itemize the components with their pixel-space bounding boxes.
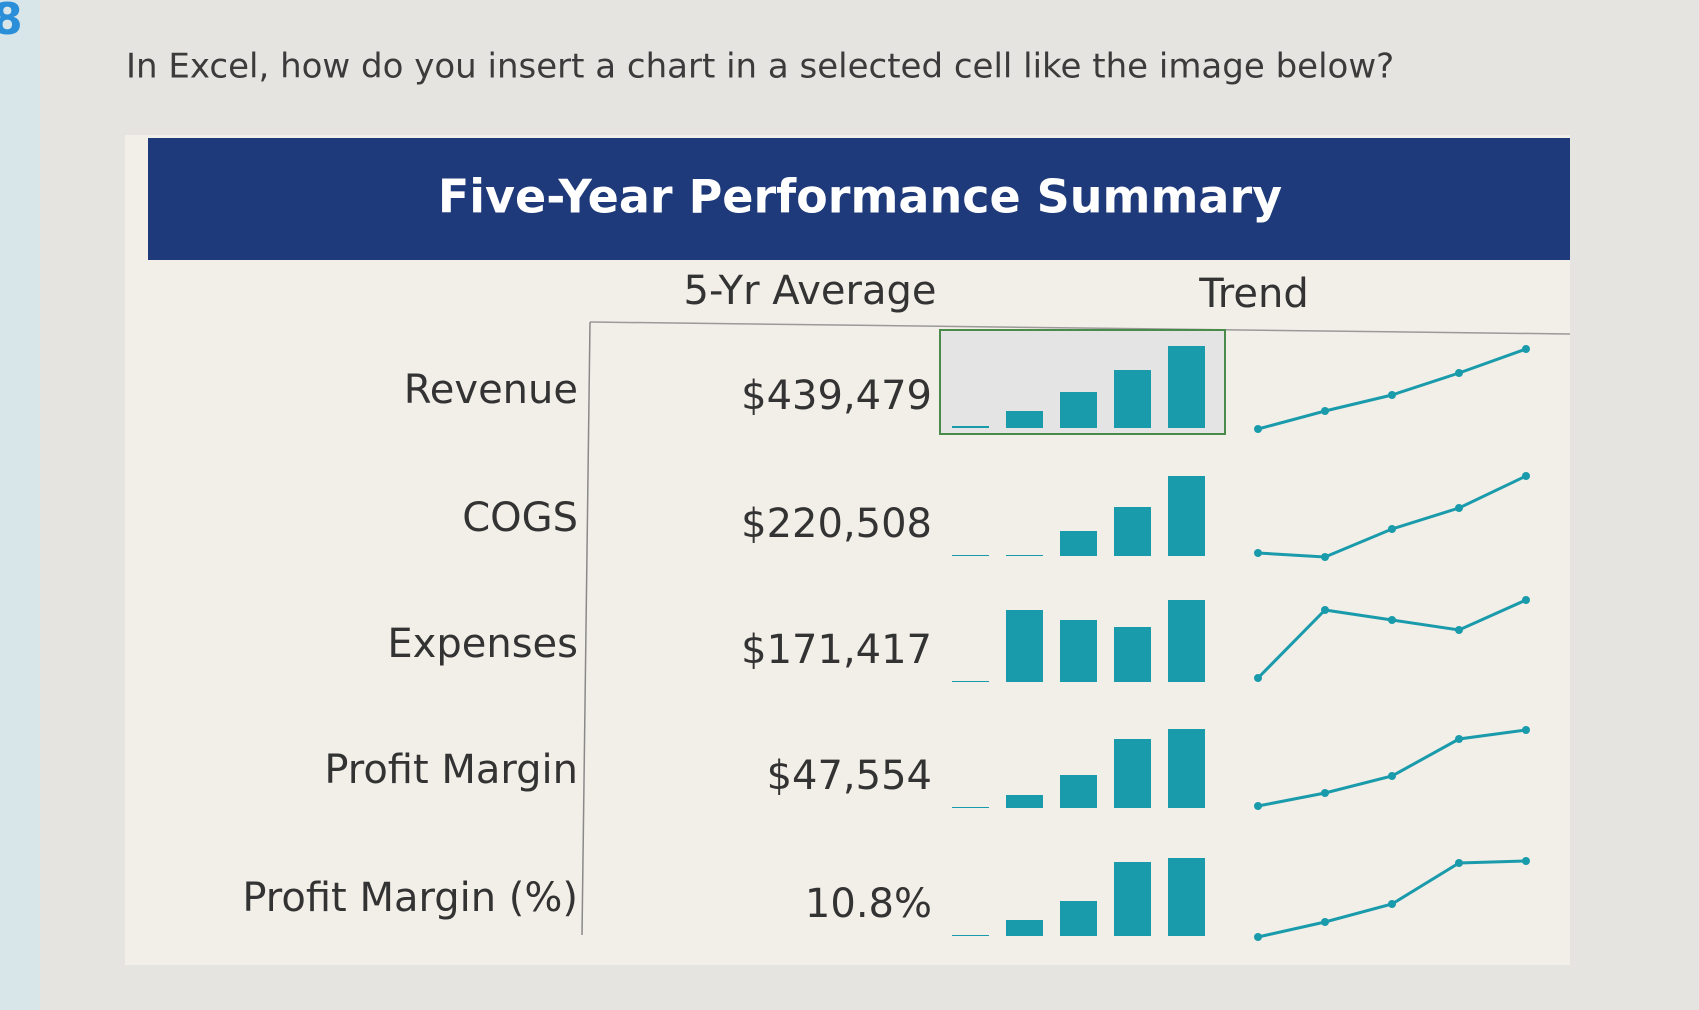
sparkline-point xyxy=(1455,504,1463,512)
average-value: 10.8% xyxy=(805,881,932,927)
header-rule xyxy=(589,321,1571,335)
question-number: 8 xyxy=(0,0,23,45)
sparkline-column xyxy=(1060,775,1097,808)
sparkline-column xyxy=(1006,610,1043,682)
sparkline-point xyxy=(1455,735,1463,743)
sparkline-column xyxy=(1168,346,1205,428)
sparkline-column xyxy=(1006,411,1043,428)
table-area xyxy=(125,135,1570,965)
sparkline-point xyxy=(1522,726,1530,734)
column-header: Trend xyxy=(1198,271,1308,317)
sparkline-point xyxy=(1522,472,1530,480)
sparkline-column xyxy=(1114,627,1151,682)
sparkline-column xyxy=(1168,729,1205,808)
sparkline-point xyxy=(1254,425,1262,433)
table-title: Five-Year Performance Summary xyxy=(438,170,1282,224)
row-label: Revenue xyxy=(404,367,578,413)
sparkline-point xyxy=(1455,859,1463,867)
sparkline-column xyxy=(952,681,989,682)
sparkline-column xyxy=(1114,862,1151,936)
row-label: Expenses xyxy=(387,621,578,667)
sparkline-column xyxy=(1060,620,1097,682)
row-label: Profit Margin xyxy=(324,747,578,793)
average-value: $220,508 xyxy=(741,501,932,547)
sparkline-column xyxy=(1006,920,1043,936)
sparkline-column xyxy=(1114,507,1151,556)
sparkline-point xyxy=(1455,369,1463,377)
sparkline-column xyxy=(1168,858,1205,936)
sparkline-column xyxy=(1006,795,1043,808)
question-text: In Excel, how do you insert a chart in a… xyxy=(126,47,1394,87)
sparkline-point xyxy=(1321,789,1329,797)
sparkline-point xyxy=(1522,857,1530,865)
sparkline-column xyxy=(1060,392,1097,428)
sparkline-column xyxy=(1060,531,1097,556)
sparkline-point xyxy=(1254,802,1262,810)
sparkline-column xyxy=(1006,555,1043,556)
average-value: $171,417 xyxy=(741,627,932,673)
sparkline-point xyxy=(1321,407,1329,415)
sparkline-column xyxy=(1168,476,1205,556)
row-label: Profit Margin (%) xyxy=(242,875,578,921)
average-value: $47,554 xyxy=(767,753,932,799)
sparkline-point xyxy=(1388,900,1396,908)
sparkline-point xyxy=(1254,674,1262,682)
sparkline-point xyxy=(1321,553,1329,561)
sparkline-point xyxy=(1388,772,1396,780)
average-value: $439,479 xyxy=(741,373,932,419)
sparkline-column xyxy=(952,807,989,808)
column-header: 5-Yr Average xyxy=(684,268,937,314)
row-label: COGS xyxy=(462,495,578,541)
sparkline-point xyxy=(1388,525,1396,533)
left-edge xyxy=(0,0,40,1010)
sparkline-point xyxy=(1254,933,1262,941)
sparkline-point xyxy=(1321,918,1329,926)
sparkline-column xyxy=(1060,901,1097,936)
sparkline-point xyxy=(1522,596,1530,604)
sparkline-column xyxy=(1114,370,1151,428)
sparkline-point xyxy=(1254,549,1262,557)
sparkline-column xyxy=(952,555,989,556)
sparkline-column xyxy=(952,935,989,936)
sparkline-point xyxy=(1388,391,1396,399)
sparkline-point xyxy=(1321,606,1329,614)
sparkline-column xyxy=(1168,600,1205,682)
sparkline-column xyxy=(1114,739,1151,808)
sparkline-point xyxy=(1388,616,1396,624)
sparkline-point xyxy=(1455,626,1463,634)
sparkline-point xyxy=(1522,345,1530,353)
title-band xyxy=(148,138,1570,260)
sparkline-column xyxy=(952,426,989,428)
column-rule xyxy=(581,321,591,936)
